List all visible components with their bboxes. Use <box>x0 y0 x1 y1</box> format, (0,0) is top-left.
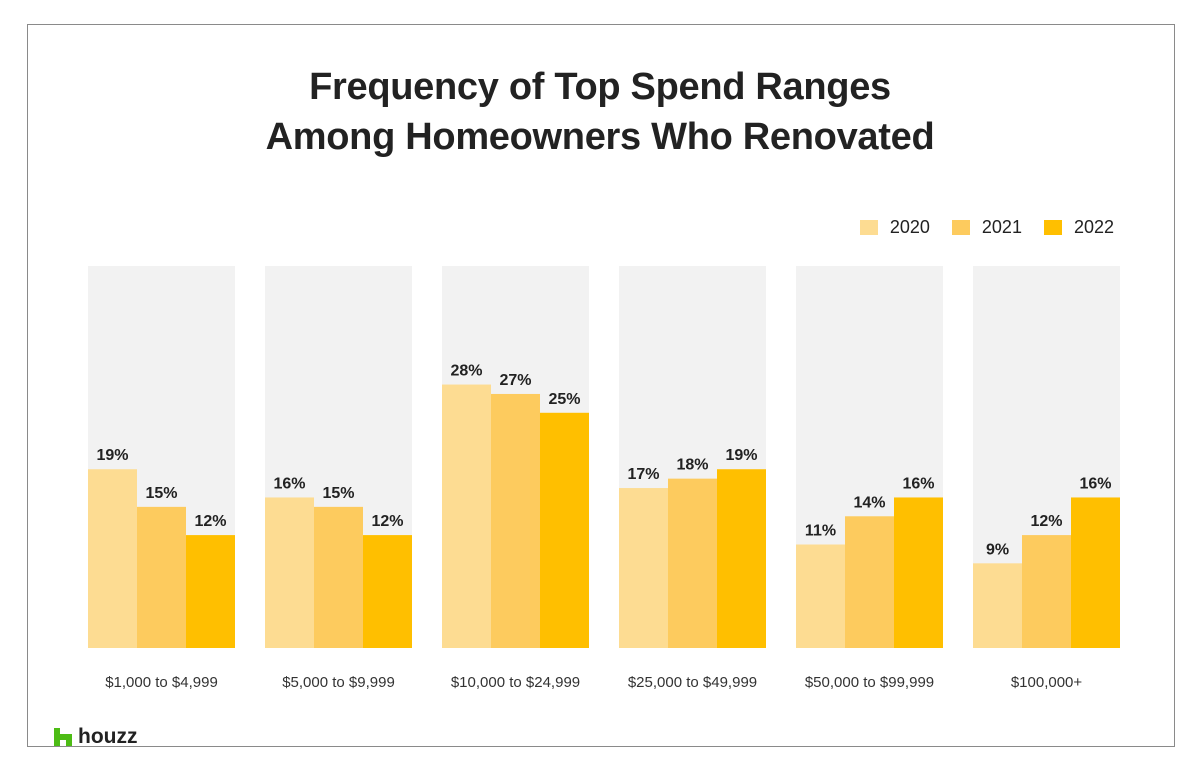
bar-2020 <box>442 384 491 648</box>
data-label: 15% <box>322 485 354 502</box>
bar-2021 <box>668 478 717 648</box>
data-label: 18% <box>676 457 708 474</box>
houzz-logo: houzz <box>54 725 138 748</box>
bar-2021 <box>845 516 894 648</box>
data-label: 16% <box>1079 475 1111 492</box>
bar-2021 <box>314 506 363 648</box>
category-label: $5,000 to $9,999 <box>282 674 395 691</box>
legend-swatch <box>1043 220 1062 235</box>
legend-item-2022: 2022 <box>1043 217 1114 238</box>
legend-label: 2022 <box>1073 217 1114 237</box>
data-label: 12% <box>1030 513 1062 530</box>
legend-label: 2021 <box>981 217 1022 237</box>
data-label: 19% <box>725 447 757 464</box>
data-label: 12% <box>371 513 403 530</box>
bar-2022 <box>894 497 943 648</box>
data-label: 12% <box>194 513 226 530</box>
data-label: 17% <box>627 466 659 483</box>
legend-label: 2020 <box>889 217 930 237</box>
data-label: 15% <box>145 485 177 502</box>
chart-title: Frequency of Top Spend Ranges Among Home… <box>0 62 1200 162</box>
data-label: 14% <box>853 494 885 511</box>
bar-2020 <box>265 497 314 648</box>
bar-2021 <box>137 506 186 648</box>
bar-2020 <box>973 563 1022 648</box>
data-label: 25% <box>548 391 580 408</box>
category-label: $10,000 to $24,999 <box>450 674 581 691</box>
title-line-1: Frequency of Top Spend Ranges <box>309 66 891 108</box>
bar-2022 <box>363 535 412 648</box>
legend-swatch <box>951 220 970 235</box>
bar-2020 <box>796 544 845 648</box>
bar-2022 <box>1071 497 1120 648</box>
category-label: $1,000 to $4,999 <box>105 674 218 691</box>
data-label: 11% <box>805 523 836 540</box>
legend-item-2021: 2021 <box>951 217 1022 238</box>
bar-2022 <box>186 535 235 648</box>
logo-text: houzz <box>78 725 138 748</box>
legend-swatch <box>859 220 878 235</box>
legend-item-2020: 2020 <box>859 217 930 238</box>
bar-2020 <box>619 488 668 648</box>
bar-2022 <box>540 412 589 648</box>
data-label: 28% <box>450 363 482 380</box>
bar-2022 <box>717 469 766 648</box>
chart-frame <box>27 24 1175 747</box>
category-label: $25,000 to $49,999 <box>627 674 758 691</box>
bar-2021 <box>491 393 540 648</box>
category-label: $50,000 to $99,999 <box>804 674 935 691</box>
data-label: 9% <box>986 541 1009 558</box>
category-label: $100,000+ <box>1010 674 1083 691</box>
data-label: 16% <box>902 475 934 492</box>
data-label: 19% <box>96 447 128 464</box>
houzz-logo-icon <box>54 728 72 746</box>
data-label: 16% <box>273 475 305 492</box>
data-label: 27% <box>499 372 531 389</box>
title-line-2: Among Homeowners Who Renovated <box>265 116 935 158</box>
bar-2020 <box>88 469 137 648</box>
legend: 2020 2021 2022 <box>859 217 1114 238</box>
bar-2021 <box>1022 535 1071 648</box>
